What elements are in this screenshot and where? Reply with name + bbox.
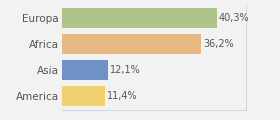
Bar bbox=[62, 86, 106, 106]
Text: 36,2%: 36,2% bbox=[203, 39, 234, 49]
Bar bbox=[62, 34, 201, 54]
Text: 11,4%: 11,4% bbox=[108, 90, 138, 101]
Text: 40,3%: 40,3% bbox=[219, 13, 249, 24]
Text: 12,1%: 12,1% bbox=[110, 65, 141, 75]
Bar bbox=[62, 8, 217, 28]
Bar bbox=[62, 60, 108, 80]
